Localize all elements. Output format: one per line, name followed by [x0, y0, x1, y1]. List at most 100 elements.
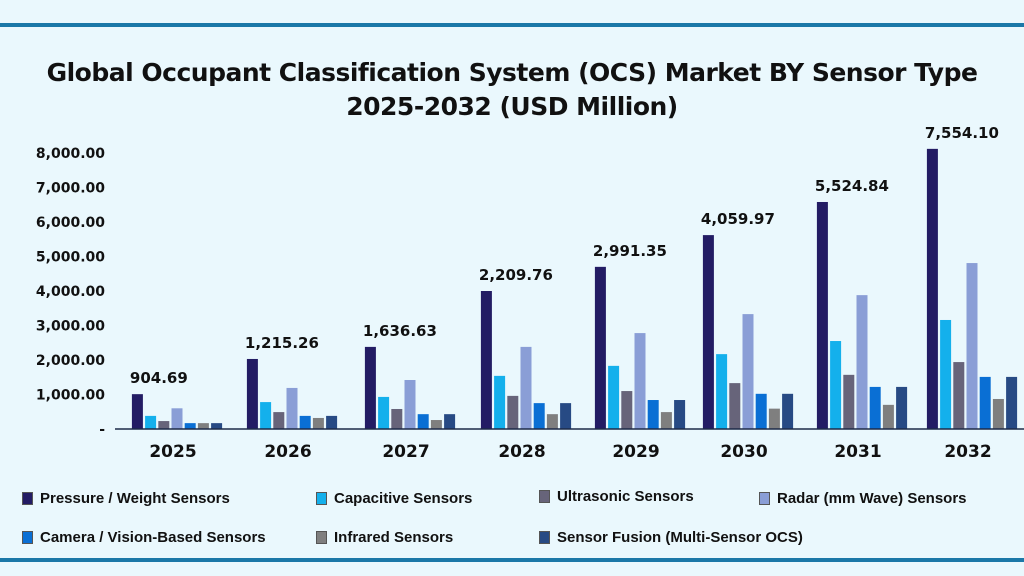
bar-2027-5	[430, 420, 442, 429]
data-label: 2,209.76	[479, 266, 553, 284]
bar-2031-1	[830, 341, 842, 429]
legend-item: Infrared Sensors	[316, 529, 453, 546]
bar-2032-2	[953, 362, 965, 429]
legend-label: Ultrasonic Sensors	[557, 488, 694, 505]
bar-2028-1	[494, 375, 506, 429]
bar-2029-1	[608, 365, 620, 429]
legend-swatch	[316, 492, 327, 505]
bar-2029-6	[674, 400, 686, 429]
bar-2030-4	[755, 393, 767, 429]
bar-2031-6	[896, 386, 908, 429]
bar-2028-2	[507, 395, 519, 429]
x-tick-label: 2026	[264, 442, 311, 462]
bar-2029-5	[660, 412, 672, 429]
x-tick-label: 2025	[149, 442, 196, 462]
bar-2026-4	[299, 415, 311, 429]
bar-2032-0	[926, 148, 938, 430]
legend-label: Sensor Fusion (Multi-Sensor OCS)	[557, 529, 803, 546]
data-label: 904.69	[130, 369, 188, 387]
bar-2027-3	[404, 380, 416, 429]
y-tick-label: 2,000.00	[36, 353, 105, 369]
legend-swatch	[316, 531, 327, 544]
chart-title-block: Global Occupant Classification System (O…	[0, 56, 1024, 124]
legend-swatch	[22, 531, 33, 544]
legend-swatch	[539, 531, 550, 544]
x-tick-label: 2032	[944, 442, 991, 462]
legend-swatch	[22, 492, 33, 505]
bar-2026-3	[286, 387, 298, 429]
top-rule	[0, 23, 1024, 27]
bar-2031-2	[843, 374, 855, 429]
chart-subtitle: 2025-2032 (USD Million)	[346, 92, 678, 121]
bar-2027-2	[391, 408, 403, 429]
bar-2032-6	[1006, 376, 1018, 429]
y-tick-label: 7,000.00	[36, 181, 105, 197]
bar-2029-0	[594, 266, 606, 429]
bar-2025-1	[145, 415, 157, 429]
bar-2025-2	[158, 421, 170, 429]
legend-label: Camera / Vision-Based Sensors	[40, 529, 266, 546]
bar-2028-5	[546, 414, 558, 429]
legend-label: Capacitive Sensors	[334, 490, 473, 507]
bar-2032-1	[940, 319, 952, 429]
bar-2030-6	[782, 393, 794, 429]
x-tick-label: 2029	[612, 442, 659, 462]
bar-2032-5	[992, 398, 1004, 429]
bar-2028-0	[480, 291, 492, 429]
y-tick-label: 4,000.00	[36, 284, 105, 300]
bar-2027-6	[444, 414, 456, 429]
bar-2026-6	[326, 415, 338, 429]
y-tick-label: 3,000.00	[36, 319, 105, 335]
bar-2029-3	[634, 333, 646, 429]
legend-item: Sensor Fusion (Multi-Sensor OCS)	[539, 529, 803, 546]
bar-2028-3	[520, 346, 532, 429]
legend-item: Camera / Vision-Based Sensors	[22, 529, 266, 546]
bar-2025-4	[184, 423, 196, 429]
bar-2030-2	[729, 383, 741, 429]
legend-item: Pressure / Weight Sensors	[22, 490, 230, 507]
legend-swatch	[759, 492, 770, 505]
bar-2026-0	[246, 358, 258, 429]
y-tick-label: -	[99, 422, 105, 438]
legend-item: Radar (mm Wave) Sensors	[759, 490, 967, 507]
bar-2026-5	[312, 417, 324, 429]
data-label: 1,636.63	[363, 322, 437, 340]
x-tick-label: 2030	[720, 442, 767, 462]
bar-2029-4	[647, 400, 659, 429]
data-label: 1,215.26	[245, 334, 319, 352]
y-tick-label: 6,000.00	[36, 215, 105, 231]
data-label: 2,991.35	[593, 242, 667, 260]
bar-2028-6	[560, 403, 572, 429]
data-label: 4,059.97	[701, 210, 775, 228]
bar-2027-4	[417, 414, 429, 429]
bar-2026-1	[260, 402, 272, 429]
legend-label: Infrared Sensors	[334, 529, 454, 546]
y-tick-label: 1,000.00	[36, 388, 105, 404]
x-tick-label: 2027	[382, 442, 429, 462]
bar-2030-0	[702, 235, 714, 429]
bar-2030-5	[768, 408, 780, 429]
bar-2030-3	[742, 314, 754, 429]
legend-swatch	[539, 490, 550, 503]
y-tick-label: 8,000.00	[36, 146, 105, 162]
bar-2025-3	[171, 408, 183, 429]
bottom-rule	[0, 558, 1024, 562]
bar-2031-4	[869, 386, 881, 429]
y-tick-label: 5,000.00	[36, 250, 105, 266]
bar-2025-0	[131, 394, 143, 429]
chart-title: Global Occupant Classification System (O…	[46, 58, 978, 87]
bar-2025-6	[211, 423, 223, 429]
bar-2028-4	[533, 403, 545, 429]
bar-2027-1	[378, 396, 390, 429]
legend-item: Capacitive Sensors	[316, 490, 472, 507]
bar-2025-5	[197, 423, 209, 429]
bar-2031-0	[816, 201, 828, 429]
x-tick-label: 2031	[834, 442, 881, 462]
bar-2027-0	[364, 346, 376, 429]
legend-label: Pressure / Weight Sensors	[40, 490, 230, 507]
bar-2032-4	[979, 376, 991, 429]
bar-2032-3	[966, 263, 978, 429]
bar-2029-2	[621, 391, 633, 429]
x-tick-label: 2028	[498, 442, 545, 462]
